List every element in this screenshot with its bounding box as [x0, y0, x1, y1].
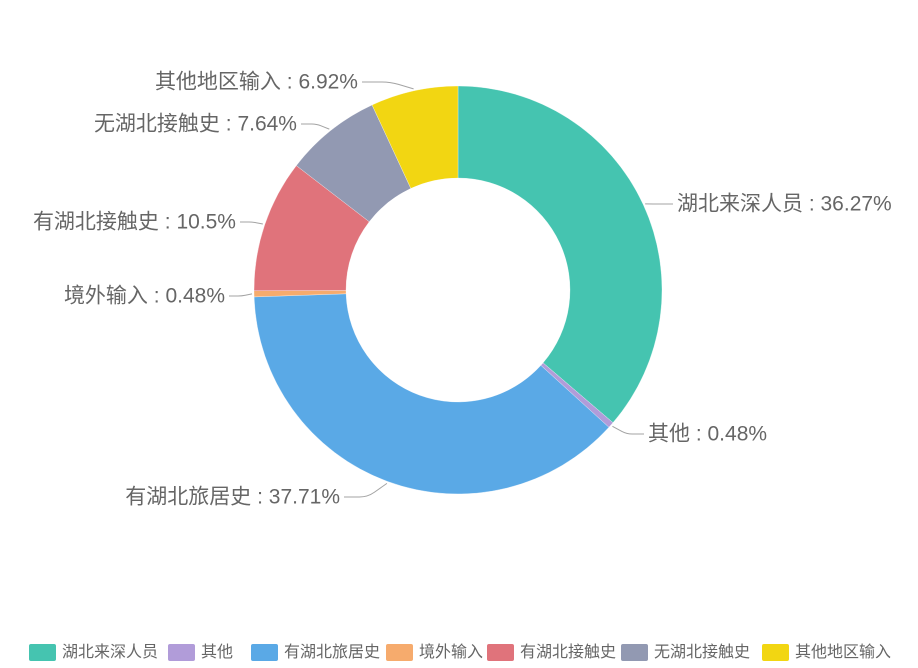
svg-text:境外输入: 境外输入: [419, 642, 483, 661]
svg-text:其他地区输入: 其他地区输入: [795, 643, 891, 661]
svg-text:有湖北旅居史 : 37.71%: 有湖北旅居史 : 37.71%: [125, 486, 340, 509]
svg-text:无湖北接触史: 无湖北接触史: [654, 643, 750, 661]
svg-text:其他地区输入 : 6.92%: 其他地区输入 : 6.92%: [155, 71, 358, 94]
svg-text:有湖北旅居史: 有湖北旅居史: [284, 643, 380, 661]
svg-text:其他: 其他: [201, 643, 233, 661]
svg-text:有湖北接触史: 有湖北接触史: [520, 643, 616, 661]
svg-text:湖北来深人员: 湖北来深人员: [62, 643, 158, 661]
svg-text:湖北来深人员 : 36.27%: 湖北来深人员 : 36.27%: [677, 193, 892, 216]
svg-text:无湖北接触史 : 7.64%: 无湖北接触史 : 7.64%: [94, 113, 297, 136]
svg-text:有湖北接触史 : 10.5%: 有湖北接触史 : 10.5%: [33, 211, 236, 234]
svg-text:境外输入 : 0.48%: 境外输入 : 0.48%: [64, 285, 225, 308]
svg-text:其他 : 0.48%: 其他 : 0.48%: [648, 423, 767, 446]
